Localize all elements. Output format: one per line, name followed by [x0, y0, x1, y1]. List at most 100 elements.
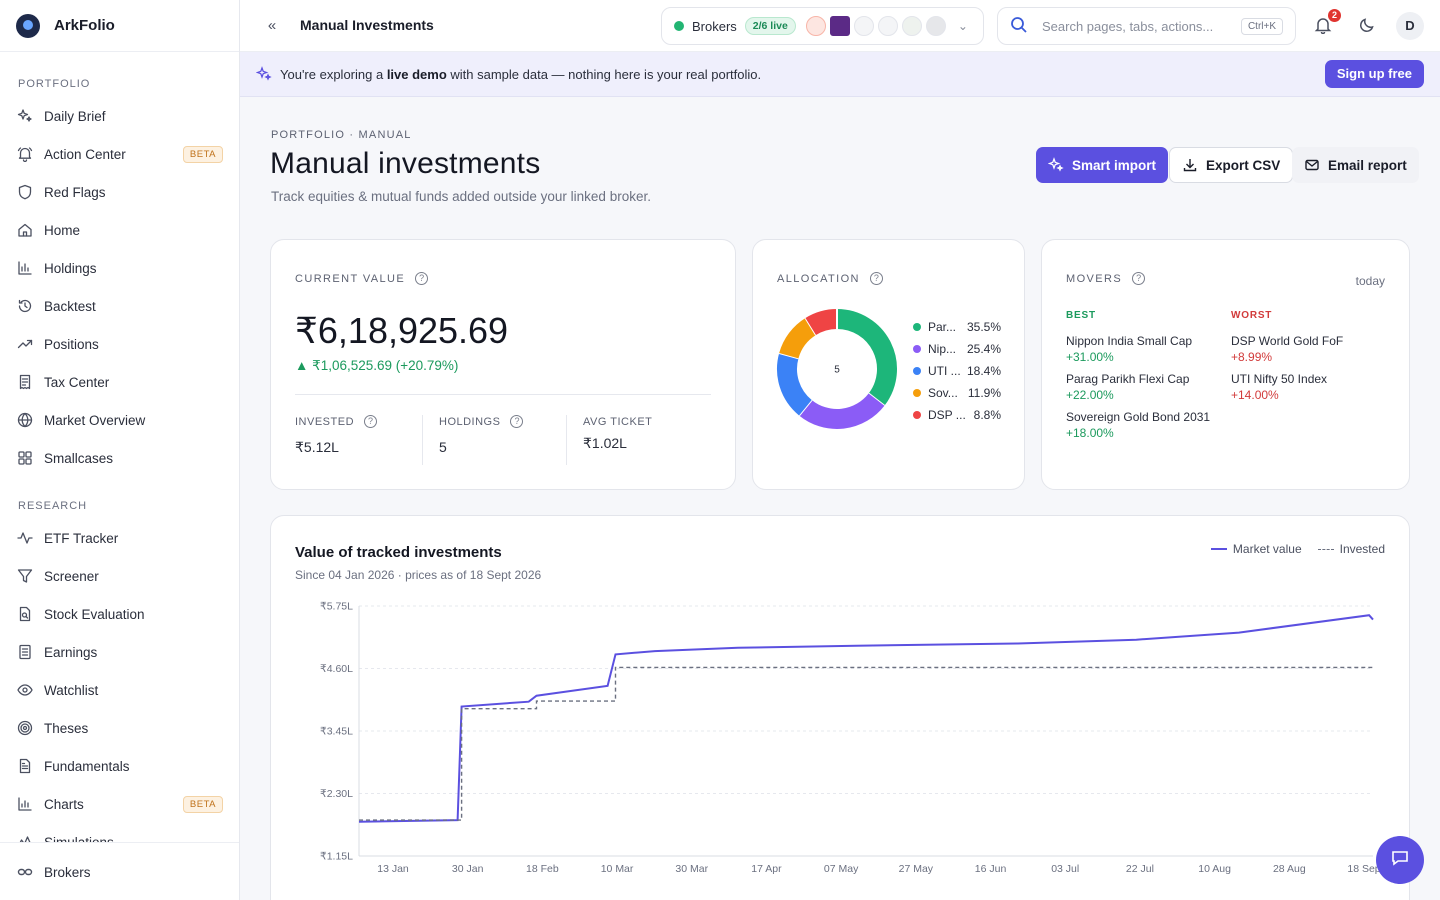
help-icon[interactable]: ? — [1132, 272, 1146, 285]
sidebar-item-simulations[interactable]: Simulations — [0, 823, 239, 842]
page-subtitle: Track equities & mutual funds added outs… — [271, 189, 651, 204]
mover-item[interactable]: Sovereign Gold Bond 2031 +18.00% — [1066, 409, 1210, 441]
allocation-legend-item: Nip... 25.4% — [913, 338, 1001, 360]
mover-item[interactable]: Nippon India Small Cap +31.00% — [1066, 333, 1210, 365]
donut-slice[interactable] — [799, 393, 885, 429]
help-icon[interactable]: ? — [364, 415, 378, 428]
sidebar-item-market-overview[interactable]: Market Overview — [0, 401, 239, 439]
x-tick-label: 10 Mar — [601, 863, 634, 875]
allocation-percent: 25.4% — [966, 342, 1001, 356]
sidebar-item-charts[interactable]: Charts BETA — [0, 785, 239, 823]
demo-banner: You're exploring a live demo with sample… — [240, 52, 1440, 97]
broker-logo-icon — [805, 16, 826, 36]
sidebar-item-label: Simulations — [44, 834, 114, 843]
help-icon[interactable]: ? — [510, 415, 524, 428]
eye-icon — [16, 681, 34, 699]
chat-button[interactable] — [1376, 836, 1424, 884]
smart-import-button[interactable]: Smart import — [1036, 147, 1169, 183]
sidebar-item-theses[interactable]: Theses — [0, 709, 239, 747]
avatar[interactable]: D — [1396, 12, 1424, 40]
chart-legend: Market value Invested — [1210, 542, 1385, 556]
bell-icon[interactable] — [1314, 16, 1334, 36]
sidebar-item-etf-tracker[interactable]: ETF Tracker — [0, 519, 239, 557]
allocation-percent: 35.5% — [966, 320, 1001, 334]
sidebar-item-home[interactable]: Home — [0, 211, 239, 249]
home-icon — [16, 221, 34, 239]
sidebar-item-backtest[interactable]: Backtest — [0, 287, 239, 325]
allocation-label: ALLOCATION ? — [777, 272, 883, 285]
search-placeholder: Search pages, tabs, actions... — [1042, 18, 1214, 34]
broker-logo-icon — [853, 16, 874, 36]
live-count-badge: 2/6 live — [744, 17, 796, 35]
legend-swatch-invested — [1317, 548, 1334, 550]
sidebar-item-daily-brief[interactable]: Daily Brief — [0, 97, 239, 135]
demo-banner-text: You're exploring a live demo with sample… — [280, 67, 761, 82]
sidebar-item-label: Red Flags — [44, 184, 106, 200]
export-csv-button[interactable]: Export CSV — [1169, 147, 1294, 183]
collapse-sidebar-icon[interactable]: « — [267, 17, 277, 34]
sidebar-item-brokers[interactable]: Brokers — [0, 843, 239, 900]
worst-label: WORST — [1231, 310, 1273, 321]
invested-value: ₹5.12L — [295, 439, 339, 455]
sidebar-item-watchlist[interactable]: Watchlist — [0, 671, 239, 709]
sidebar-item-smallcases[interactable]: Smallcases — [0, 439, 239, 477]
divider — [295, 394, 711, 395]
series-line-invested[interactable] — [359, 666, 1373, 821]
help-icon[interactable]: ? — [415, 272, 429, 285]
allocation-legend-item: Par... 35.5% — [913, 316, 1001, 338]
main-content: PORTFOLIO · MANUAL Manual investments Tr… — [240, 97, 1440, 900]
sidebar-item-tax-center[interactable]: Tax Center — [0, 363, 239, 401]
sidebar-item-label: Stock Evaluation — [44, 606, 145, 622]
sparkles-icon — [1047, 157, 1064, 173]
series-line-market-value[interactable] — [358, 614, 1374, 823]
sidebar-item-stock-evaluation[interactable]: Stock Evaluation — [0, 595, 239, 633]
sign-up-button[interactable]: Sign up free — [1324, 60, 1424, 88]
sidebar-item-fundamentals[interactable]: Fundamentals — [0, 747, 239, 785]
mover-name: Parag Parikh Flexi Cap — [1066, 372, 1190, 386]
donut-slice[interactable] — [777, 352, 813, 416]
search-input[interactable]: Search pages, tabs, actions... Ctrl+K — [997, 7, 1296, 45]
sidebar-item-label: Market Overview — [44, 412, 146, 428]
globe-icon — [16, 411, 34, 429]
sidebar-item-screener[interactable]: Screener — [0, 557, 239, 595]
arkfolio-logo-icon — [16, 13, 40, 38]
mail-icon — [1304, 157, 1320, 173]
sidebar-item-label: ETF Tracker — [44, 530, 119, 546]
list-icon — [16, 643, 34, 661]
x-tick-label: 18 Sep — [1347, 863, 1380, 875]
bar-chart-icon — [16, 259, 34, 277]
donut-slice[interactable] — [779, 317, 817, 359]
x-tick-label: 10 Aug — [1198, 863, 1231, 875]
donut-slice[interactable] — [805, 309, 838, 336]
sidebar-item-label: Tax Center — [44, 374, 110, 390]
sidebar-item-action-center[interactable]: Action Center BETA — [0, 135, 239, 173]
donut-slice-separator — [778, 352, 799, 360]
mover-item[interactable]: Parag Parikh Flexi Cap +22.00% — [1066, 371, 1210, 403]
beta-badge: BETA — [182, 795, 223, 813]
chat-icon — [1390, 848, 1410, 873]
legend-swatch-market — [1210, 548, 1227, 550]
legend-color-dot — [913, 367, 921, 375]
brokers-status-button[interactable]: Brokers 2/6 live ⌄ — [661, 7, 984, 45]
email-report-button[interactable]: Email report — [1292, 147, 1419, 183]
donut-slice[interactable] — [836, 309, 897, 406]
current-value-label: CURRENT VALUE ? — [295, 272, 429, 285]
sidebar-item-label: Backtest — [44, 298, 96, 314]
value-chart-card: Value of tracked investments Since 04 Ja… — [270, 515, 1410, 900]
mover-change: +14.00% — [1231, 388, 1279, 402]
sparkles-icon — [16, 107, 34, 125]
mover-item[interactable]: DSP World Gold FoF +8.99% — [1231, 333, 1343, 365]
moon-icon[interactable] — [1358, 16, 1378, 36]
sidebar-item-earnings[interactable]: Earnings — [0, 633, 239, 671]
allocation-legend-item: DSP ... 8.8% — [913, 404, 1001, 426]
brand[interactable]: ArkFolio — [0, 0, 239, 52]
y-tick-label: ₹3.45L — [320, 726, 353, 738]
best-label: BEST — [1066, 310, 1096, 321]
sidebar-item-holdings[interactable]: Holdings — [0, 249, 239, 287]
activity-icon — [16, 529, 34, 547]
mover-item[interactable]: UTI Nifty 50 Index +14.00% — [1231, 371, 1343, 403]
sidebar-item-positions[interactable]: Positions — [0, 325, 239, 363]
help-icon[interactable]: ? — [869, 272, 883, 285]
broker-logo-icon — [877, 16, 898, 36]
sidebar-item-red-flags[interactable]: Red Flags — [0, 173, 239, 211]
